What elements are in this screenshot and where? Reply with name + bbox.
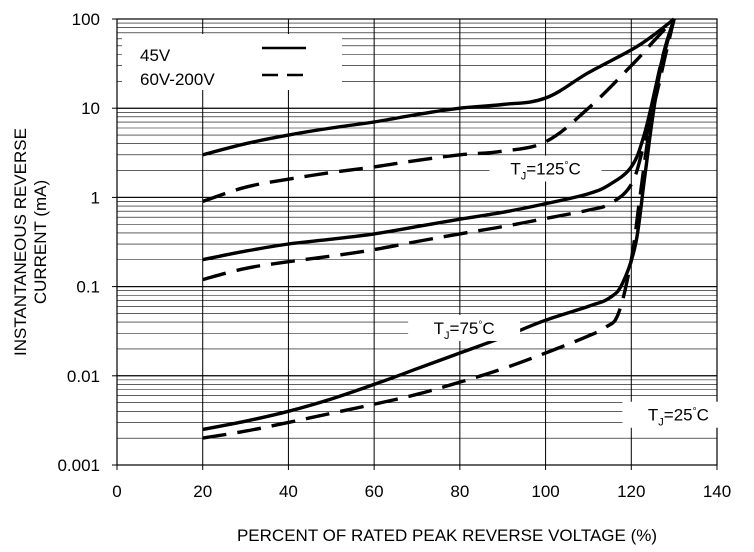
axis-ticks: 0 20 40 60 80 100 120 140 0.001 0.01 0.1 1 10 100 (57, 10, 731, 501)
legend-label-45v: 45V (140, 46, 171, 65)
x-tick-label: 140 (703, 482, 731, 501)
annotation-background (622, 401, 735, 428)
legend: 45V 60V-200V (122, 34, 342, 90)
x-tick-label: 100 (531, 482, 559, 501)
x-tick-label: 80 (450, 482, 469, 501)
y-tick-label: 0.01 (67, 367, 100, 386)
series-line-s45-125 (202, 17, 676, 157)
annotations: TJ=125°C TJ=75°C TJ=25°C (408, 155, 735, 429)
series-line-s200-25 (202, 18, 676, 440)
legend-label-60v-200v: 60V-200V (140, 70, 215, 89)
x-tick-label: 120 (617, 482, 645, 501)
annotation-label: TJ=75°C (434, 319, 495, 342)
annotation-background (408, 314, 521, 341)
annotation-tj75: TJ=75°C (408, 314, 521, 342)
y-tick-label: 0.1 (76, 278, 100, 297)
annotation-label: TJ=125°C (510, 160, 580, 183)
annotation-tj25: TJ=25°C (622, 401, 735, 429)
y-axis-title-line-1: INSTANTANEOUS REVERSE (11, 128, 30, 356)
x-tick-label: 60 (365, 482, 384, 501)
y-tick-label: 10 (81, 99, 100, 118)
series-line-s200-125 (202, 17, 676, 204)
y-tick-label: 100 (72, 10, 100, 29)
series-lines (202, 17, 676, 440)
annotation-label: TJ=25°C (648, 406, 709, 429)
series-line-s45-25 (202, 18, 676, 432)
x-tick-label: 20 (193, 482, 212, 501)
grid (117, 19, 717, 465)
x-tick-label: 40 (279, 482, 298, 501)
plot-frame (116, 18, 718, 466)
x-axis-title: PERCENT OF RATED PEAK REVERSE VOLTAGE (%… (237, 526, 657, 545)
annotation-tj125: TJ=125°C (489, 155, 602, 183)
annotation-background (489, 155, 602, 182)
y-tick-label: 1 (91, 188, 100, 207)
x-tick-label: 0 (112, 482, 121, 501)
legend-background (122, 34, 342, 90)
y-tick-label: 0.001 (57, 456, 100, 475)
y-axis-title-line-2: CURRENT (mA) (31, 180, 50, 304)
